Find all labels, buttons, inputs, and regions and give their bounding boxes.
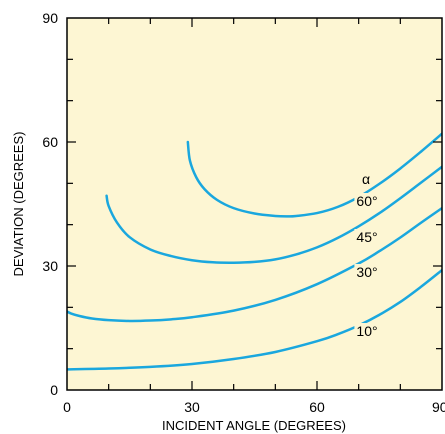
- label-bg: [354, 193, 380, 209]
- curve-label-45: 45°: [356, 229, 377, 245]
- label-bg: [354, 229, 380, 245]
- y-tick-label-30: 30: [42, 258, 58, 274]
- curve-label-10: 10°: [356, 323, 377, 339]
- x-tick-label-30: 30: [184, 399, 200, 415]
- ticks-layer: [67, 18, 442, 390]
- x-tick-label-0: 0: [63, 399, 71, 415]
- x-tick-label-90: 90: [432, 399, 445, 415]
- x-tick-label-60: 60: [309, 399, 325, 415]
- label-bg: [359, 171, 373, 187]
- curve-alpha-10: [67, 268, 442, 371]
- plot-background: [67, 18, 442, 390]
- y-tick-label-0: 0: [50, 382, 58, 398]
- curves-layer: [67, 132, 442, 371]
- curve-alpha-30: [67, 206, 442, 323]
- label-bg: [354, 323, 380, 339]
- curve-label-30: 30°: [356, 264, 377, 280]
- plot-frame: [66, 17, 443, 391]
- curve-label-backgrounds: [354, 171, 380, 339]
- y-tick-label-60: 60: [42, 134, 58, 150]
- alpha-legend-title: α: [362, 171, 370, 187]
- curve-alpha-45: [105, 165, 442, 264]
- curve-alpha-60: [186, 132, 442, 218]
- y-axis-label: DEVIATION (DEGREES): [11, 132, 26, 277]
- label-bg: [354, 264, 380, 280]
- y-tick-label-90: 90: [42, 10, 58, 26]
- x-axis-label: INCIDENT ANGLE (DEGREES): [162, 418, 346, 433]
- curve-label-60: 60°: [356, 193, 377, 209]
